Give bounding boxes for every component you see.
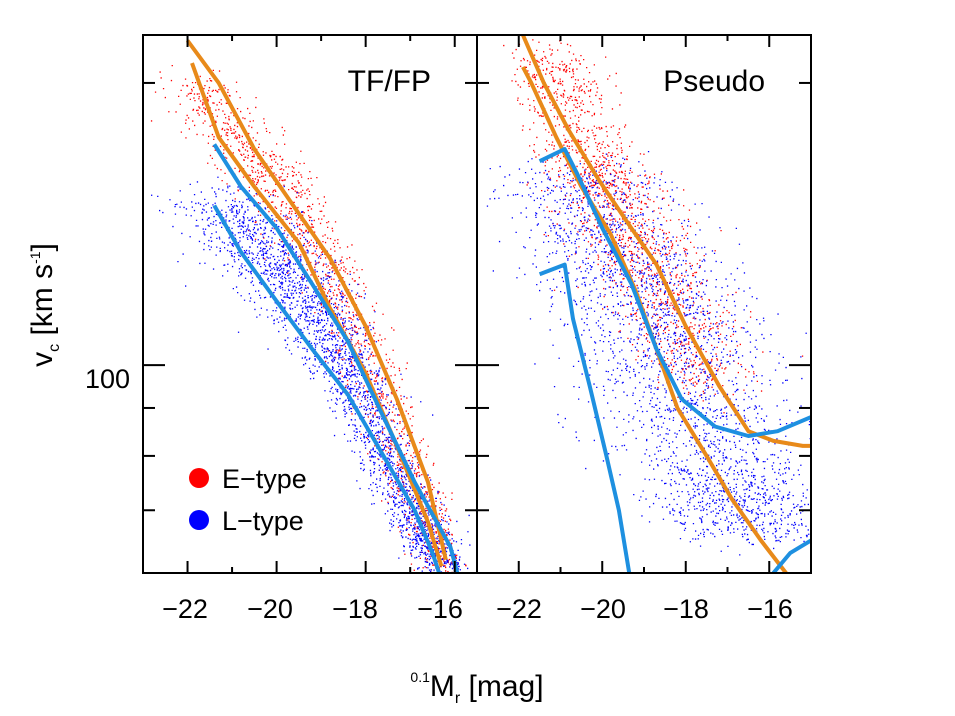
legend: E−type L−type xyxy=(189,464,307,536)
right-boundary-line-5 xyxy=(771,538,811,573)
y-title-sub: c xyxy=(46,344,63,352)
x-tick-label: −20 xyxy=(247,594,293,624)
left-boundary-line-1 xyxy=(185,39,448,561)
x-title-main: M xyxy=(430,670,455,703)
legend-label-e-type: E−type xyxy=(222,464,307,494)
x-tick-label: −22 xyxy=(162,594,208,624)
x-tick-label: −16 xyxy=(747,594,793,624)
y-title-unit: [km s xyxy=(26,264,59,344)
x-tick-label: −22 xyxy=(496,594,542,624)
legend-label-l-type: L−type xyxy=(222,506,304,536)
right-boundary-line-3 xyxy=(538,147,811,438)
left-boundary-line-4 xyxy=(212,204,442,573)
x-title-unit: [mag] xyxy=(460,670,543,703)
y-axis-title: vc [km s-1] xyxy=(26,243,63,367)
panel-label-right: Pseudo xyxy=(663,65,765,98)
x-tick-label: −18 xyxy=(332,594,378,624)
y-title-main: v xyxy=(26,352,59,367)
legend-marker-l-type xyxy=(189,510,209,530)
x-title-sub: r xyxy=(455,690,461,707)
y-title-exp: -1 xyxy=(27,251,43,264)
x-axis-title: 0.1Mr [mag] xyxy=(410,669,543,707)
x-tick-label: −16 xyxy=(417,594,463,624)
y-tick-label: 100 xyxy=(85,364,130,394)
right-l-type-points xyxy=(486,151,811,556)
left-panel-lines xyxy=(185,39,460,573)
left-l-type-points xyxy=(151,176,471,573)
y-title-close: ] xyxy=(26,243,59,251)
right-boundary-line-2 xyxy=(521,66,790,573)
x-tick-label: −20 xyxy=(580,594,626,624)
right-boundary-line-1 xyxy=(521,35,811,448)
legend-marker-e-type xyxy=(189,468,209,488)
right-panel-lines xyxy=(521,35,811,573)
x-tick-label: −18 xyxy=(663,594,709,624)
panel-label-left: TF/FP xyxy=(348,65,431,98)
left-boundary-line-3 xyxy=(212,143,460,573)
right-boundary-line-4 xyxy=(538,262,632,573)
left-boundary-line-2 xyxy=(190,62,444,567)
left-panel-points xyxy=(143,65,471,573)
axis-ticks xyxy=(143,35,811,573)
x-title-prefix: 0.1 xyxy=(410,669,430,685)
